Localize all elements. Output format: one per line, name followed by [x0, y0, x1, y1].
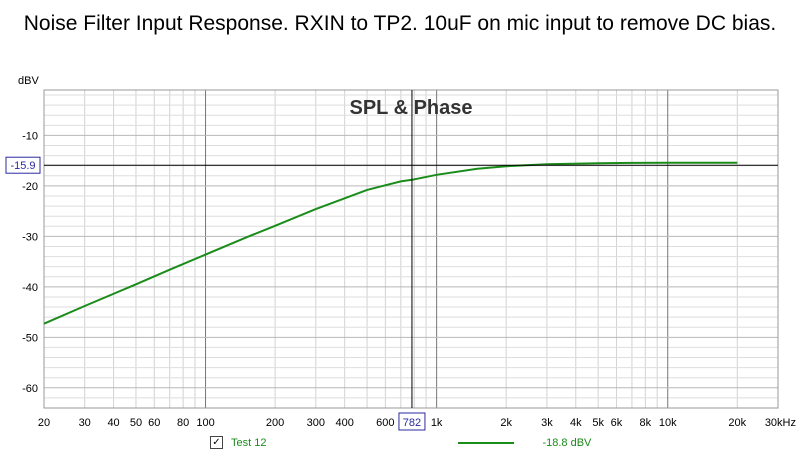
y-tick-label: -30: [22, 231, 38, 243]
legend-line-swatch: [458, 441, 515, 444]
x-tick-label: 10k: [659, 417, 677, 429]
x-tick-label: 400: [335, 417, 353, 429]
legend-checkbox[interactable]: ✓: [210, 436, 223, 449]
minor-grid: [43, 90, 779, 408]
x-tick-label: 40: [107, 417, 119, 429]
x-tick-label: 8k: [640, 417, 652, 429]
y-tick-label: -50: [22, 332, 38, 344]
chart-title: Noise Filter Input Response. RXIN to TP2…: [23, 12, 777, 35]
y-tick-label: -60: [22, 383, 38, 395]
cursor-x-value: 782: [403, 417, 421, 429]
x-tick-label: 5k: [592, 417, 604, 429]
x-tick-label: 300: [307, 417, 325, 429]
legend-series-name: Test 12: [231, 436, 267, 449]
x-tick-label: 3k: [541, 417, 553, 429]
x-tick-label: 600: [376, 417, 394, 429]
plot-area: [43, 89, 779, 409]
y-tick-label: -10: [22, 130, 38, 142]
x-ticks: 20 30 40 50 60 80 100 200 300 400 600 1k 2k 3k 4k 5k 6k 8…: [38, 417, 796, 429]
x-tick-label: 1k: [431, 417, 443, 429]
cursor[interactable]: -15.9 782: [5, 90, 778, 431]
legend: ✓ Test 12 -18.8 dBV: [210, 436, 591, 449]
legend-readout: -18.8 dBV: [542, 436, 592, 449]
plot-title: SPL & Phase: [349, 97, 472, 119]
x-tick-label: 60: [148, 417, 160, 429]
series-line-test-12: [43, 161, 738, 325]
x-tick-label: 4k: [570, 417, 582, 429]
x-tick-label: 50: [130, 417, 142, 429]
x-tick-label: 20: [38, 417, 50, 429]
y-tick-label: -20: [22, 181, 38, 193]
x-tick-label: 30kHz: [765, 417, 796, 429]
y-tick-label: -40: [22, 282, 38, 294]
cursor-y-box: [5, 156, 41, 174]
x-tick-label: 20k: [728, 417, 746, 429]
x-tick-label: 80: [177, 417, 189, 429]
x-tick-label: 2k: [500, 417, 512, 429]
y-axis-label: dBV: [18, 75, 39, 87]
cursor-x-box: [398, 412, 426, 431]
x-tick-label: 100: [196, 417, 214, 429]
cursor-y-value: -15.9: [10, 160, 35, 172]
x-tick-label: 30: [79, 417, 91, 429]
y-ticks: -10 -20 -30 -40 -50 -60: [22, 130, 38, 394]
x-tick-label: 200: [266, 417, 284, 429]
x-tick-label: 6k: [611, 417, 623, 429]
major-grid: [44, 90, 778, 408]
